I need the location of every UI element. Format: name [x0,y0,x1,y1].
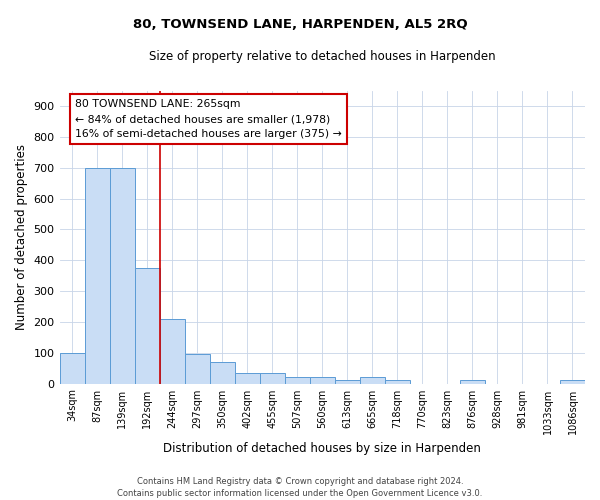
Bar [134,268,160,384]
Text: 80 TOWNSEND LANE: 265sqm
← 84% of detached houses are smaller (1,978)
16% of sem: 80 TOWNSEND LANE: 265sqm ← 84% of detach… [76,100,342,139]
Bar [235,373,260,384]
Bar [85,168,110,384]
Bar [160,319,185,384]
Bar [310,378,335,384]
Bar [385,380,410,384]
Title: Size of property relative to detached houses in Harpenden: Size of property relative to detached ho… [149,50,496,63]
Bar [460,380,485,384]
Bar [260,373,285,384]
Y-axis label: Number of detached properties: Number of detached properties [15,144,28,330]
Bar [285,378,310,384]
Bar [560,380,585,384]
Bar [360,378,385,384]
Bar [110,168,134,384]
X-axis label: Distribution of detached houses by size in Harpenden: Distribution of detached houses by size … [163,442,481,455]
Bar [335,380,360,384]
Bar [185,354,209,384]
Text: Contains HM Land Registry data © Crown copyright and database right 2024.
Contai: Contains HM Land Registry data © Crown c… [118,476,482,498]
Bar [59,352,85,384]
Bar [209,362,235,384]
Text: 80, TOWNSEND LANE, HARPENDEN, AL5 2RQ: 80, TOWNSEND LANE, HARPENDEN, AL5 2RQ [133,18,467,30]
